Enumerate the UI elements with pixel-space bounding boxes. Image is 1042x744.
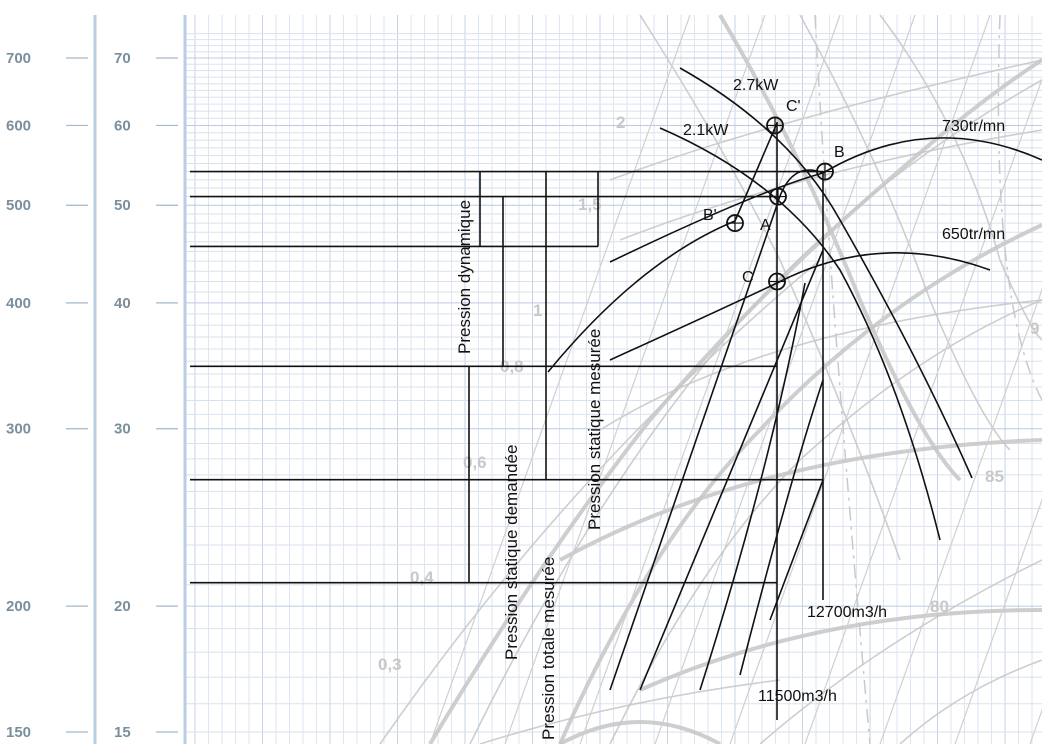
speed-label-730: 730tr/mn bbox=[942, 118, 1005, 135]
system-line bbox=[429, 14, 691, 744]
construction-lines bbox=[190, 67, 1042, 720]
system-line bbox=[729, 14, 991, 744]
system-curve-5 bbox=[547, 122, 778, 373]
power-curve-21kw bbox=[659, 127, 941, 541]
system-line bbox=[579, 14, 841, 744]
background-curve bbox=[609, 299, 1042, 744]
bg-label-15: 1,5 bbox=[578, 195, 602, 214]
pa-tick-label: 500 bbox=[6, 197, 31, 214]
background-grid bbox=[185, 13, 1042, 744]
power-curve-27kw bbox=[679, 67, 973, 479]
bg-label-9: 9 bbox=[1030, 319, 1039, 338]
background-curve bbox=[759, 559, 1042, 744]
background-curve bbox=[559, 438, 1042, 562]
operating-points bbox=[726, 116, 834, 291]
left-axes: 700 70 600 60 500 50 400 40 300 30 200 20 150 15 bbox=[6, 15, 187, 744]
dash-curve bbox=[997, 14, 1042, 401]
pa-tick-label: 300 bbox=[6, 421, 31, 438]
bg-label-04: 0,4 bbox=[410, 568, 434, 587]
point-label-a: A bbox=[760, 217, 771, 234]
background-curve bbox=[639, 608, 1042, 692]
point-label-c-prime: C' bbox=[786, 98, 801, 115]
bg-label-1: 1 bbox=[533, 301, 542, 320]
mmce-tick-label: 15 bbox=[114, 724, 131, 741]
background-curve bbox=[558, 223, 1042, 744]
pa-tick-label: 400 bbox=[6, 295, 31, 312]
background-curve bbox=[559, 720, 721, 744]
system-curve-6 bbox=[769, 479, 824, 621]
dash-curve bbox=[814, 14, 871, 744]
pa-tick-label: 600 bbox=[6, 117, 31, 134]
system-line bbox=[504, 14, 766, 744]
background-curve bbox=[479, 679, 781, 744]
pa-tick-label: 200 bbox=[6, 598, 31, 615]
pressure-annotations: Pression dynamique Pression statique mes… bbox=[455, 200, 604, 740]
system-curve-1 bbox=[609, 169, 824, 691]
background-curve bbox=[799, 14, 1011, 451]
annotation-pression-dynamique: Pression dynamique bbox=[455, 200, 474, 354]
mmce-tick-label: 50 bbox=[114, 197, 131, 214]
background-curve bbox=[639, 14, 901, 561]
bg-label-03: 0,3 bbox=[378, 655, 402, 674]
mmce-tick-label: 30 bbox=[114, 421, 131, 438]
power-label-21kw: 2.1kW bbox=[683, 122, 729, 139]
point-labels: C' B A B' C bbox=[703, 98, 845, 286]
mmce-tick-label: 70 bbox=[114, 50, 131, 67]
background-curve bbox=[599, 299, 1042, 431]
background-curve bbox=[428, 58, 1042, 744]
system-line bbox=[879, 287, 1042, 744]
annotation-pression-totale-mesuree: Pression totale mesurée bbox=[539, 557, 558, 740]
point-label-c: C bbox=[742, 269, 754, 286]
flow-label-11500: 11500m3/h bbox=[758, 688, 837, 705]
system-curve-3 bbox=[739, 379, 824, 676]
background-curve bbox=[609, 59, 1042, 181]
system-line bbox=[954, 498, 1042, 744]
bg-label-80: 80 bbox=[930, 597, 949, 616]
bg-label-85: 85 bbox=[985, 467, 1004, 486]
speed-label-650: 650tr/mn bbox=[942, 226, 1005, 243]
mmce-tick-label: 40 bbox=[114, 295, 131, 312]
power-label-27kw: 2.7kW bbox=[733, 77, 779, 94]
point-label-b-prime: B' bbox=[703, 207, 717, 224]
annotation-pression-statique-mesuree: Pression statique mesurée bbox=[585, 329, 604, 530]
bg-label-06: 0,6 bbox=[463, 453, 487, 472]
background-curve bbox=[879, 14, 1042, 341]
background-curve bbox=[718, 13, 962, 482]
mmce-tick-label: 20 bbox=[114, 598, 131, 615]
mmce-tick-label: 60 bbox=[114, 117, 131, 134]
pa-tick-label: 150 bbox=[6, 724, 31, 741]
annotation-pression-statique-demandee: Pression statique demandée bbox=[502, 445, 521, 660]
system-line bbox=[804, 77, 1042, 744]
curve-labels: 2.7kW 2.1kW 730tr/mn 650tr/mn 12700m3/h … bbox=[683, 77, 1005, 705]
flow-label-12700: 12700m3/h bbox=[807, 604, 887, 621]
pa-tick-label: 700 bbox=[6, 50, 31, 67]
point-label-b: B bbox=[834, 144, 845, 161]
system-curve-4 bbox=[699, 282, 806, 691]
background-curve bbox=[469, 79, 1042, 744]
background-curve bbox=[899, 659, 1042, 744]
bg-label-2: 2 bbox=[616, 113, 625, 132]
